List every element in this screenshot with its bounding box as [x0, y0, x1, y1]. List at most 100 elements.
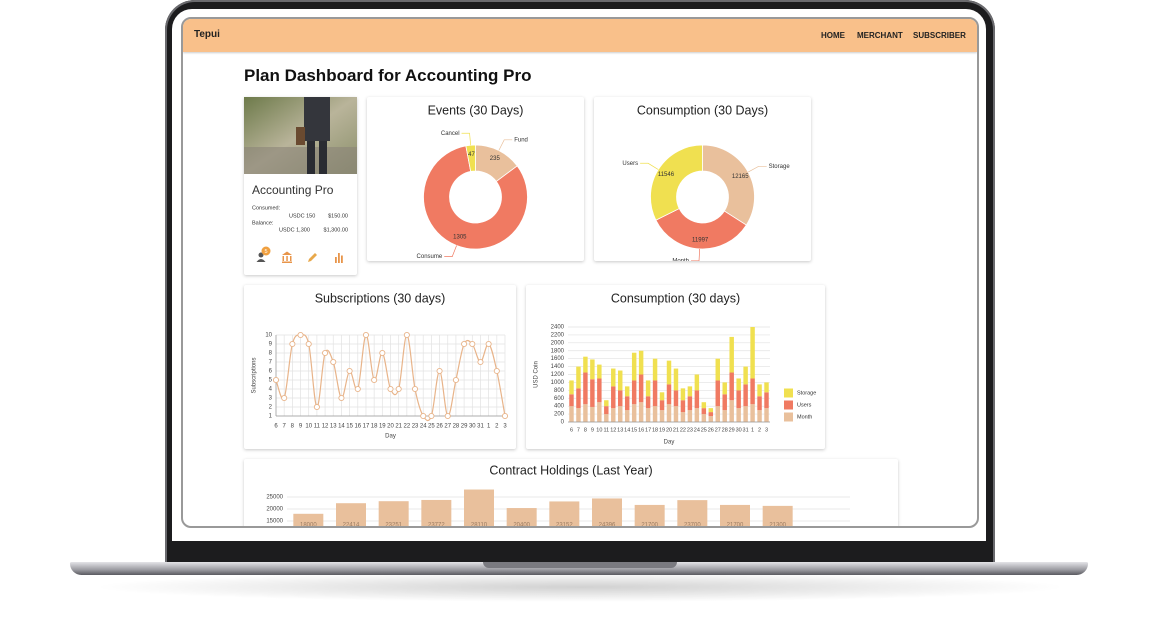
holdings-card: Contract Holdings (Last Year) 15000 20000 2…: [244, 459, 898, 528]
slice-category-label: Storage: [769, 164, 791, 170]
bar-segment: [576, 408, 581, 422]
bar-segment: [652, 406, 658, 422]
bar-segment: [576, 388, 581, 409]
legend-swatch: [784, 388, 793, 398]
pie-slice: [702, 144, 755, 226]
line-point: [313, 403, 320, 411]
bar-segment: [638, 350, 644, 375]
y-tick-label: 1000: [551, 380, 565, 386]
bar-segment: [590, 359, 595, 380]
y-tick-label: 15000: [266, 519, 283, 525]
x-axis-label: Day: [385, 434, 396, 440]
bar-segment: [652, 358, 658, 381]
x-tick-label: 25: [701, 427, 707, 433]
bar-segment: [624, 396, 630, 411]
x-tick-label: 3: [765, 427, 768, 433]
plan-name: Accounting Pro: [252, 183, 334, 197]
consumed-amount: USDC 150: [289, 213, 315, 219]
y-tick-label: 1600: [551, 356, 565, 362]
photo-bag: [296, 127, 305, 145]
bar: [677, 500, 708, 526]
x-tick-label: 17: [645, 427, 651, 433]
bar-segment: [645, 380, 651, 397]
brand[interactable]: Tepui: [194, 29, 220, 40]
bar-segment: [611, 386, 616, 409]
stats-icon[interactable]: [335, 253, 343, 263]
line-point: [330, 358, 337, 366]
bar: [293, 513, 324, 526]
nav-link[interactable]: MERCHANT: [857, 31, 903, 40]
x-tick-label: 27: [444, 424, 451, 430]
balance-usd: $1,300.00: [324, 227, 348, 233]
y-axis-label: Subscriptions: [252, 357, 258, 393]
bar-segment: [750, 378, 755, 405]
x-tick-label: 20: [387, 424, 394, 430]
bar-segment: [645, 396, 651, 409]
edit-icon[interactable]: [308, 253, 317, 262]
line-point: [501, 412, 509, 420]
bar-value-label: 28110: [471, 523, 488, 528]
bar-segment: [729, 372, 734, 401]
line-point: [322, 349, 329, 357]
pie-slice: [465, 144, 476, 172]
consumption-bar-chart: Consumption (30 days)0200400600800100012…: [534, 291, 817, 446]
y-tick-label: 2400: [551, 325, 565, 331]
bar-segment: [576, 366, 581, 389]
line-point: [485, 340, 492, 348]
x-axis-label: Day: [664, 440, 675, 446]
bar-segment: [701, 408, 707, 415]
bar-segment: [736, 378, 741, 391]
bar-segment: [638, 402, 644, 422]
bar-segment: [680, 412, 686, 422]
bar-segment: [687, 396, 693, 411]
legend-label: Storage: [797, 390, 816, 396]
bar-segment: [680, 400, 686, 413]
leader-line: [691, 248, 701, 262]
bank-icon[interactable]: [282, 251, 292, 264]
x-tick-label: 14: [624, 427, 630, 433]
laptop-base: [70, 562, 1088, 575]
x-tick-label: 21: [395, 424, 402, 430]
bar-value-label: 24396: [599, 523, 616, 528]
bar: [762, 505, 793, 526]
bar-segment: [673, 406, 679, 422]
y-tick-label: 1400: [551, 364, 565, 370]
slice-category-label: Cancel: [441, 131, 460, 137]
chart-title: Events (30 Days): [428, 103, 524, 117]
bar-segment: [597, 364, 602, 379]
subscribers-icon[interactable]: [256, 252, 266, 263]
x-tick-label: 9: [591, 427, 594, 433]
x-tick-label: 8: [291, 424, 295, 430]
line-point: [420, 412, 427, 420]
y-tick-label: 2200: [551, 332, 565, 338]
x-tick-label: 7: [283, 424, 287, 430]
line-point: [461, 340, 468, 348]
bar-segment: [708, 408, 714, 413]
slice-category-label: Consume: [417, 254, 443, 260]
consumed-usd: $150.00: [328, 213, 348, 219]
bar-segment: [604, 414, 609, 422]
x-tick-label: 11: [603, 427, 609, 433]
consumption-pie-card: Consumption (30 Days) 12165 Storage 11997 Mo…: [594, 97, 811, 264]
line-point: [436, 367, 443, 375]
y-tick-label: 5: [269, 378, 273, 384]
slice-value-label: 47: [468, 152, 475, 158]
bar: [378, 501, 409, 526]
bar-value-label: 20400: [513, 523, 530, 528]
y-tick-label: 0: [561, 420, 565, 426]
bar-segment: [708, 412, 714, 417]
bar-segment: [722, 410, 727, 422]
line-point: [281, 394, 288, 402]
x-tick-label: 26: [708, 427, 714, 433]
x-tick-label: 12: [322, 424, 329, 430]
bar-segment: [666, 360, 672, 385]
slice-value-label: 1305: [453, 235, 467, 241]
nav-link[interactable]: SUBSCRIBER: [913, 31, 966, 40]
bar-segment: [624, 410, 630, 422]
line-point: [289, 340, 296, 348]
x-tick-label: 19: [379, 424, 386, 430]
x-tick-label: 29: [461, 424, 468, 430]
nav-link[interactable]: HOME: [821, 31, 845, 40]
pie-slice: [655, 208, 747, 250]
